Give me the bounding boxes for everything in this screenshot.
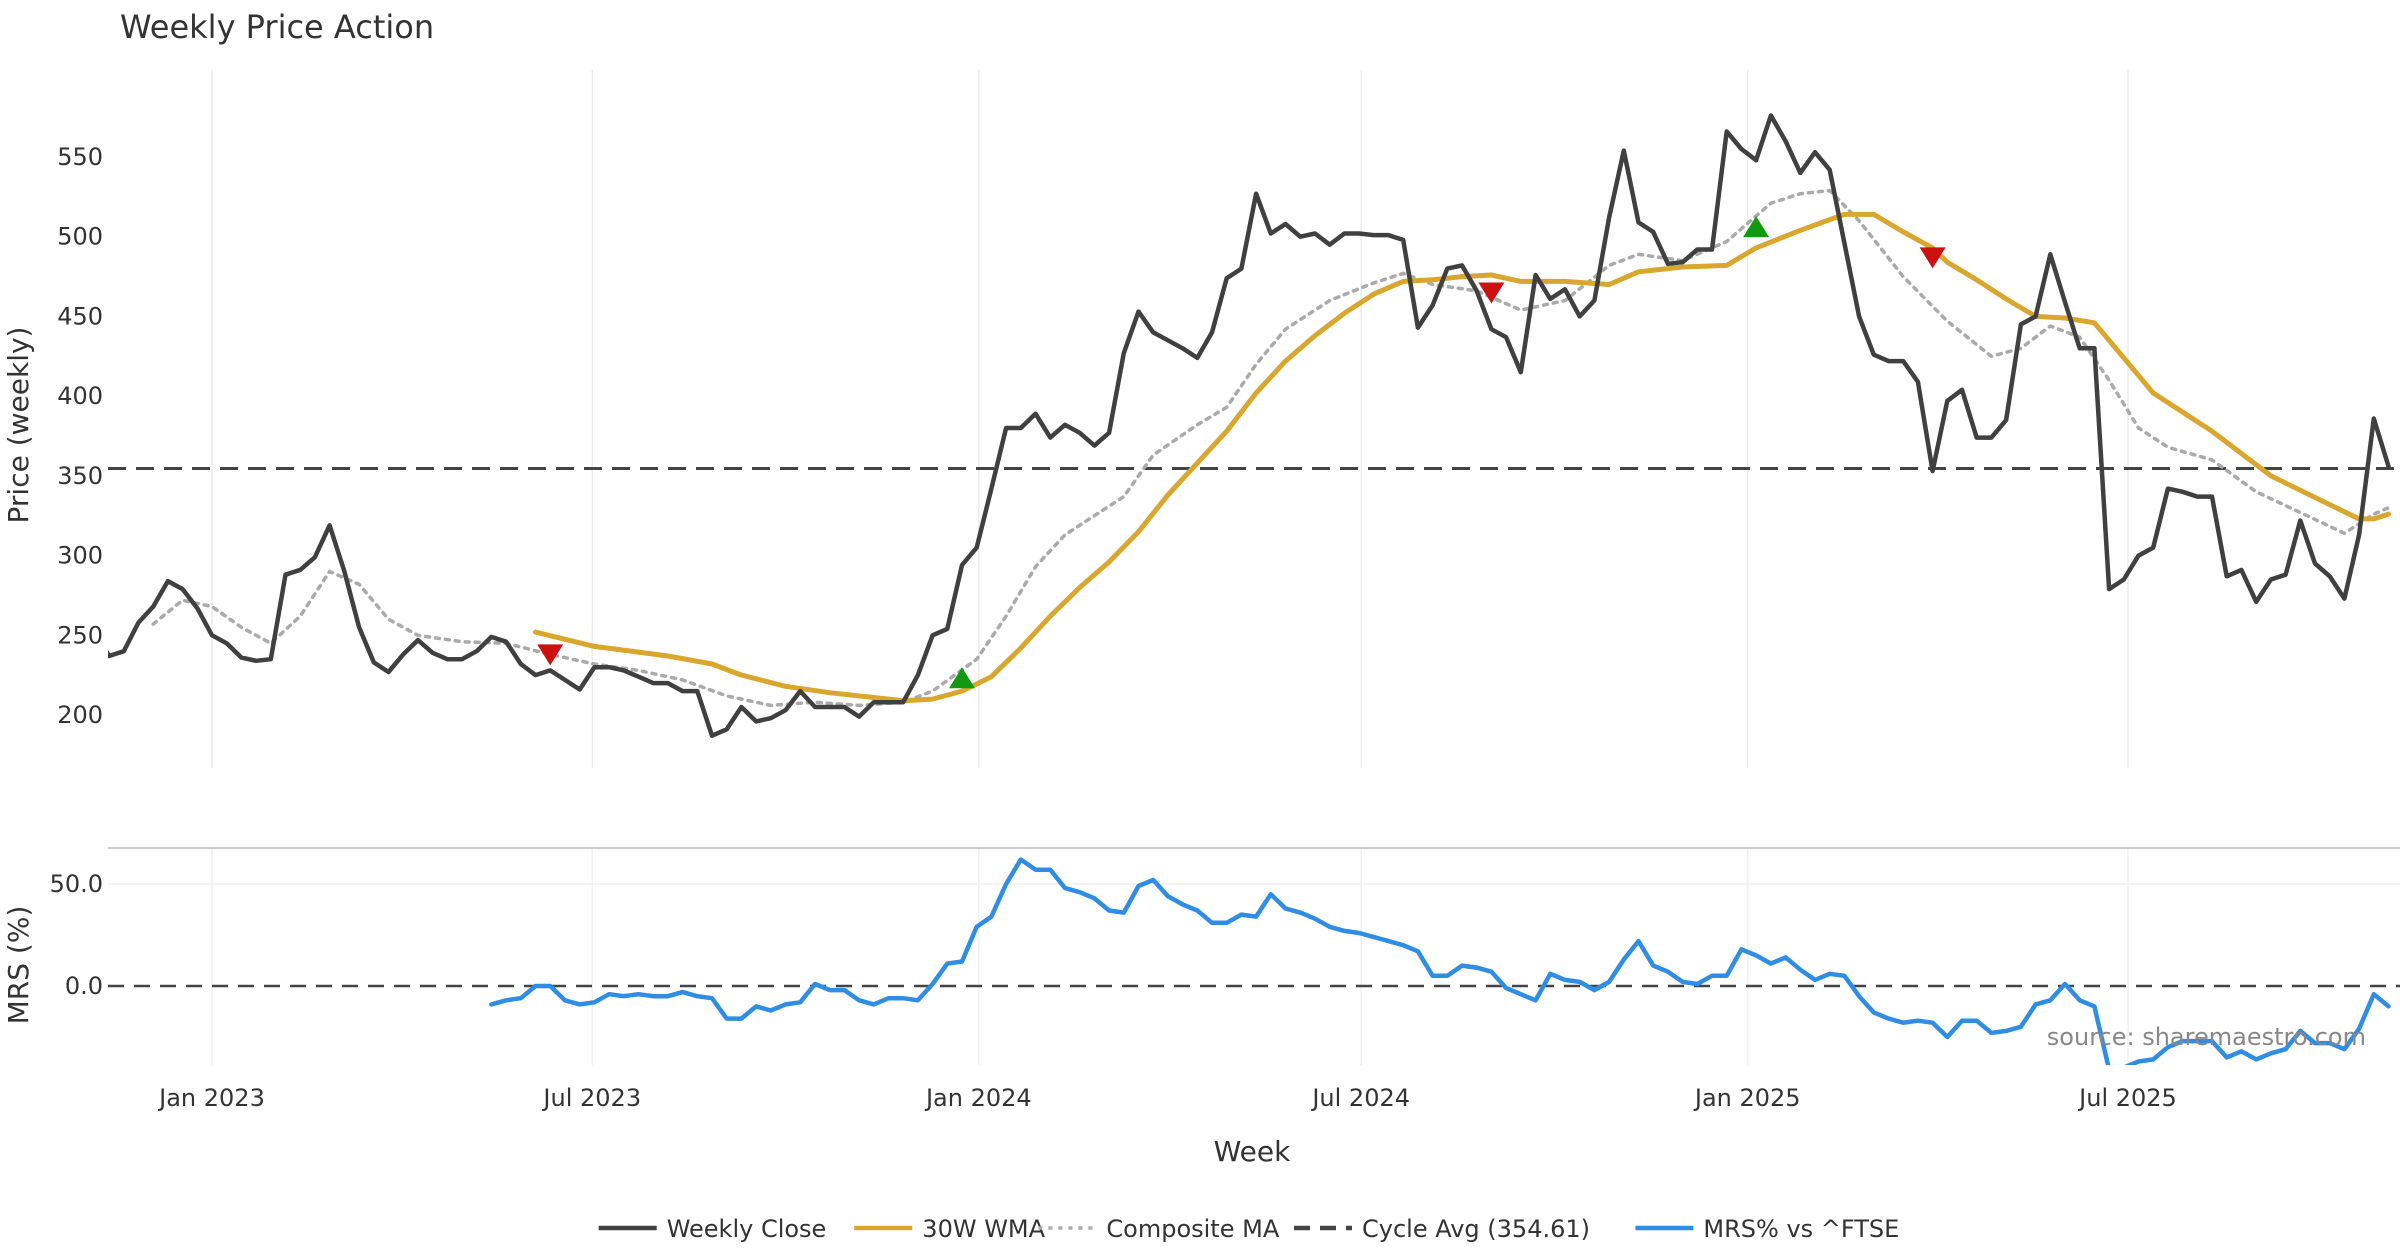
price-y-tick-550: 550 (57, 143, 103, 171)
price-y-tick-350: 350 (57, 462, 103, 490)
mrs-y-tick-50-0: 50.0 (50, 870, 103, 898)
mrs-y-axis: 0.0 50.0 (50, 870, 103, 1000)
price-grid (211, 70, 2129, 768)
x-tick-jan-2024: Jan 2024 (924, 1084, 1032, 1112)
price-y-tick-400: 400 (57, 382, 103, 410)
mrs-y-axis-label: MRS (%) (2, 906, 35, 1025)
legend-label-weekly-close: Weekly Close (667, 1215, 827, 1243)
mrs-y-tick-0-0: 0.0 (65, 972, 103, 1000)
price-y-tick-300: 300 (57, 542, 103, 570)
x-tick-jul-2024: Jul 2024 (1310, 1084, 1410, 1112)
series-composite-ma-line (151, 188, 2391, 708)
x-tick-jan-2025: Jan 2025 (1693, 1084, 1801, 1112)
series-weekly-close-line (108, 113, 2391, 738)
sell-signal-marker-5 (1919, 247, 1946, 269)
legend-label-composite-ma: Composite MA (1106, 1215, 1279, 1243)
chart-title: Weekly Price Action (120, 8, 434, 46)
legend-label-cycle-avg-354-61: Cycle Avg (354.61) (1362, 1215, 1590, 1243)
x-axis: Jan 2023 Jul 2023 Jan 2024 Jul 2024 Jan 2025… (157, 1084, 2177, 1112)
legend-label-30w-wma: 30W WMA (922, 1215, 1045, 1243)
legend-item-cycle-avg-354-61: Cycle Avg (354.61) (1294, 1215, 1590, 1243)
source-note: source: sharemaestro.com (2047, 1023, 2366, 1051)
buy-signal-marker-2 (1743, 216, 1770, 238)
x-tick-jul-2023: Jul 2023 (541, 1084, 641, 1112)
price-y-tick-450: 450 (57, 302, 103, 330)
price-y-tick-200: 200 (57, 701, 103, 729)
legend-label-mrs-vs-ftse: MRS% vs ^FTSE (1703, 1215, 1899, 1243)
sell-signal-marker-3 (537, 644, 564, 666)
price-y-axis-label: Price (weekly) (2, 327, 35, 524)
sell-signal-marker-4 (1478, 282, 1505, 304)
series-mrs-vs-ftse-line (489, 857, 2391, 1065)
price-y-axis: 200 250 300 350 400 450 500 550 (57, 143, 103, 729)
price-y-tick-250: 250 (57, 621, 103, 649)
x-axis-label: Week (1214, 1135, 1291, 1168)
legend-item-mrs-vs-ftse: MRS% vs ^FTSE (1635, 1215, 1899, 1243)
x-tick-jan-2023: Jan 2023 (157, 1084, 265, 1112)
x-tick-jul-2025: Jul 2025 (2077, 1084, 2177, 1112)
legend-item-weekly-close: Weekly Close (598, 1215, 827, 1243)
price-y-tick-500: 500 (57, 223, 103, 251)
legend-item-composite-ma: Composite MA (1038, 1215, 1280, 1243)
legend: Weekly Close 30W WMA Composite MA Cycle Avg… (598, 1215, 1899, 1243)
mrs-grid (108, 847, 2400, 1065)
price-plot-area (108, 113, 2400, 738)
mrs-plot-area (108, 857, 2400, 1065)
buy-signal-marker-1 (949, 667, 975, 689)
series-30w-wma-line (533, 211, 2391, 704)
legend-item-30w-wma: 30W WMA (854, 1215, 1046, 1243)
